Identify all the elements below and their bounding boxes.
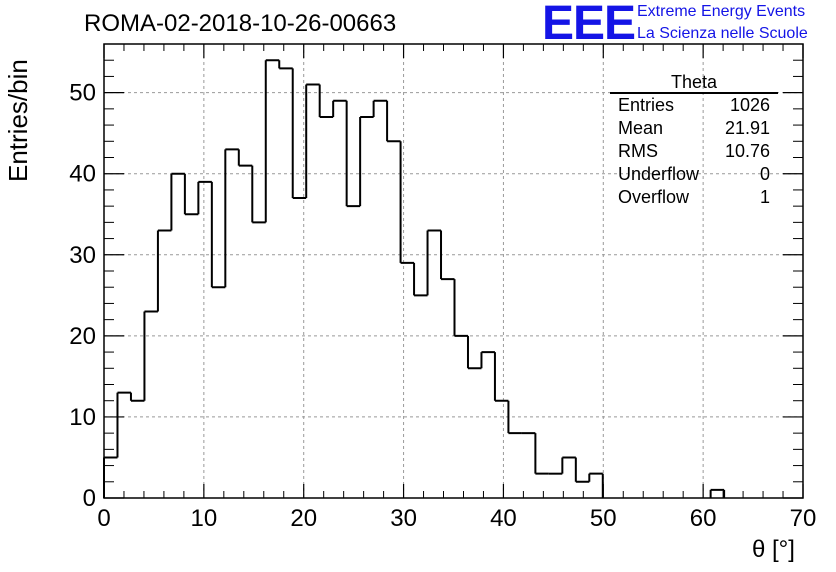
- histogram-bin: [372, 99, 388, 117]
- y-tick-labels: 0 10 20 30 40 50: [69, 80, 96, 512]
- histogram-bin: [143, 310, 158, 401]
- x-tick-label: 50: [590, 505, 617, 532]
- x-tick-label: 10: [191, 505, 218, 532]
- histogram-bin: [318, 84, 334, 118]
- histogram-bin: [156, 229, 172, 312]
- histogram-bin: [197, 180, 212, 215]
- histogram-bin: [224, 148, 239, 288]
- histogram-bin: [305, 83, 320, 199]
- histogram-bin: [210, 181, 226, 289]
- histogram-bin: [480, 351, 495, 369]
- histogram-bin: [440, 230, 455, 281]
- stats-value: 0: [759, 164, 770, 184]
- stats-title: Theta: [610, 72, 778, 94]
- histogram-bin: [507, 400, 522, 435]
- histogram-bin: [413, 262, 428, 297]
- y-tick-label: 40: [69, 161, 96, 188]
- histogram-series: [103, 59, 726, 498]
- histogram-bin: [399, 141, 415, 264]
- stats-row-entries: Entries 1026: [610, 94, 778, 117]
- histogram-bin: [561, 456, 576, 474]
- stats-value: 21.91: [724, 118, 770, 138]
- stats-label: Entries: [618, 95, 675, 115]
- histogram-bin: [359, 115, 374, 207]
- histogram-bin: [170, 172, 185, 231]
- histogram-bin: [453, 279, 468, 337]
- stats-value: 10.76: [724, 141, 770, 161]
- histogram-bin: [332, 99, 347, 117]
- stats-row-underflow: Underflow 0: [610, 163, 778, 186]
- histogram-bin: [709, 488, 726, 498]
- histogram-bin: [345, 100, 361, 208]
- x-tick-label: 40: [490, 505, 517, 532]
- stats-label: Underflow: [618, 164, 700, 184]
- histogram-bin: [278, 60, 293, 70]
- histogram-bin: [183, 173, 199, 216]
- stats-label: Mean: [618, 118, 664, 138]
- y-tick-label: 10: [69, 404, 96, 431]
- stats-box: Theta Entries 1026 Mean 21.91 RMS 10.76 …: [610, 72, 778, 209]
- x-tick-label: 30: [390, 505, 417, 532]
- histogram-bin: [466, 335, 482, 370]
- stats-row-overflow: Overflow 1: [610, 186, 778, 209]
- stats-label: Overflow: [618, 187, 690, 207]
- stats-row-rms: RMS 10.76: [610, 140, 778, 163]
- logo-subtitle-1: Extreme Energy Events: [637, 3, 806, 20]
- y-tick-label: 50: [69, 80, 96, 107]
- y-tick-label: 20: [69, 323, 96, 350]
- histogram-bin: [426, 229, 442, 296]
- stats-row-mean: Mean 21.91: [610, 117, 778, 140]
- histogram-bin: [251, 165, 266, 224]
- histogram-bin: [237, 149, 253, 167]
- histogram-bin: [264, 59, 280, 223]
- x-tick-label: 20: [290, 505, 317, 532]
- stats-value: 1: [759, 187, 770, 207]
- x-axis-label: θ [°]: [752, 536, 795, 563]
- histogram-bin: [129, 392, 145, 402]
- histogram-bin: [493, 352, 509, 402]
- x-tick-label: 0: [97, 505, 110, 532]
- y-tick-label: 30: [69, 242, 96, 269]
- x-tick-label: 70: [790, 505, 817, 532]
- histogram-bin: [588, 472, 603, 482]
- run-title: ROMA-02-2018-10-26-00663: [84, 10, 397, 37]
- x-tick-labels: 0 10 20 30 40 50 60 70: [97, 505, 816, 532]
- histogram-bin: [116, 391, 131, 458]
- histogram-bin: [103, 456, 118, 498]
- stats-label: RMS: [618, 141, 658, 161]
- logo-subtitle-2: La Scienza nelle Scuole: [637, 25, 808, 42]
- y-tick-label: 0: [83, 485, 96, 512]
- histogram-bin: [534, 433, 549, 475]
- histogram-bin: [291, 68, 307, 200]
- y-axis-label: Entries/bin: [3, 59, 33, 182]
- eee-logo: EEE: [542, 0, 636, 50]
- histogram-bin: [574, 457, 590, 483]
- histogram-bin: [386, 100, 401, 143]
- grid-lines: [104, 44, 803, 498]
- x-tick-label: 60: [690, 505, 717, 532]
- axis-ticks: [103, 43, 804, 499]
- stats-value: 1026: [729, 95, 770, 115]
